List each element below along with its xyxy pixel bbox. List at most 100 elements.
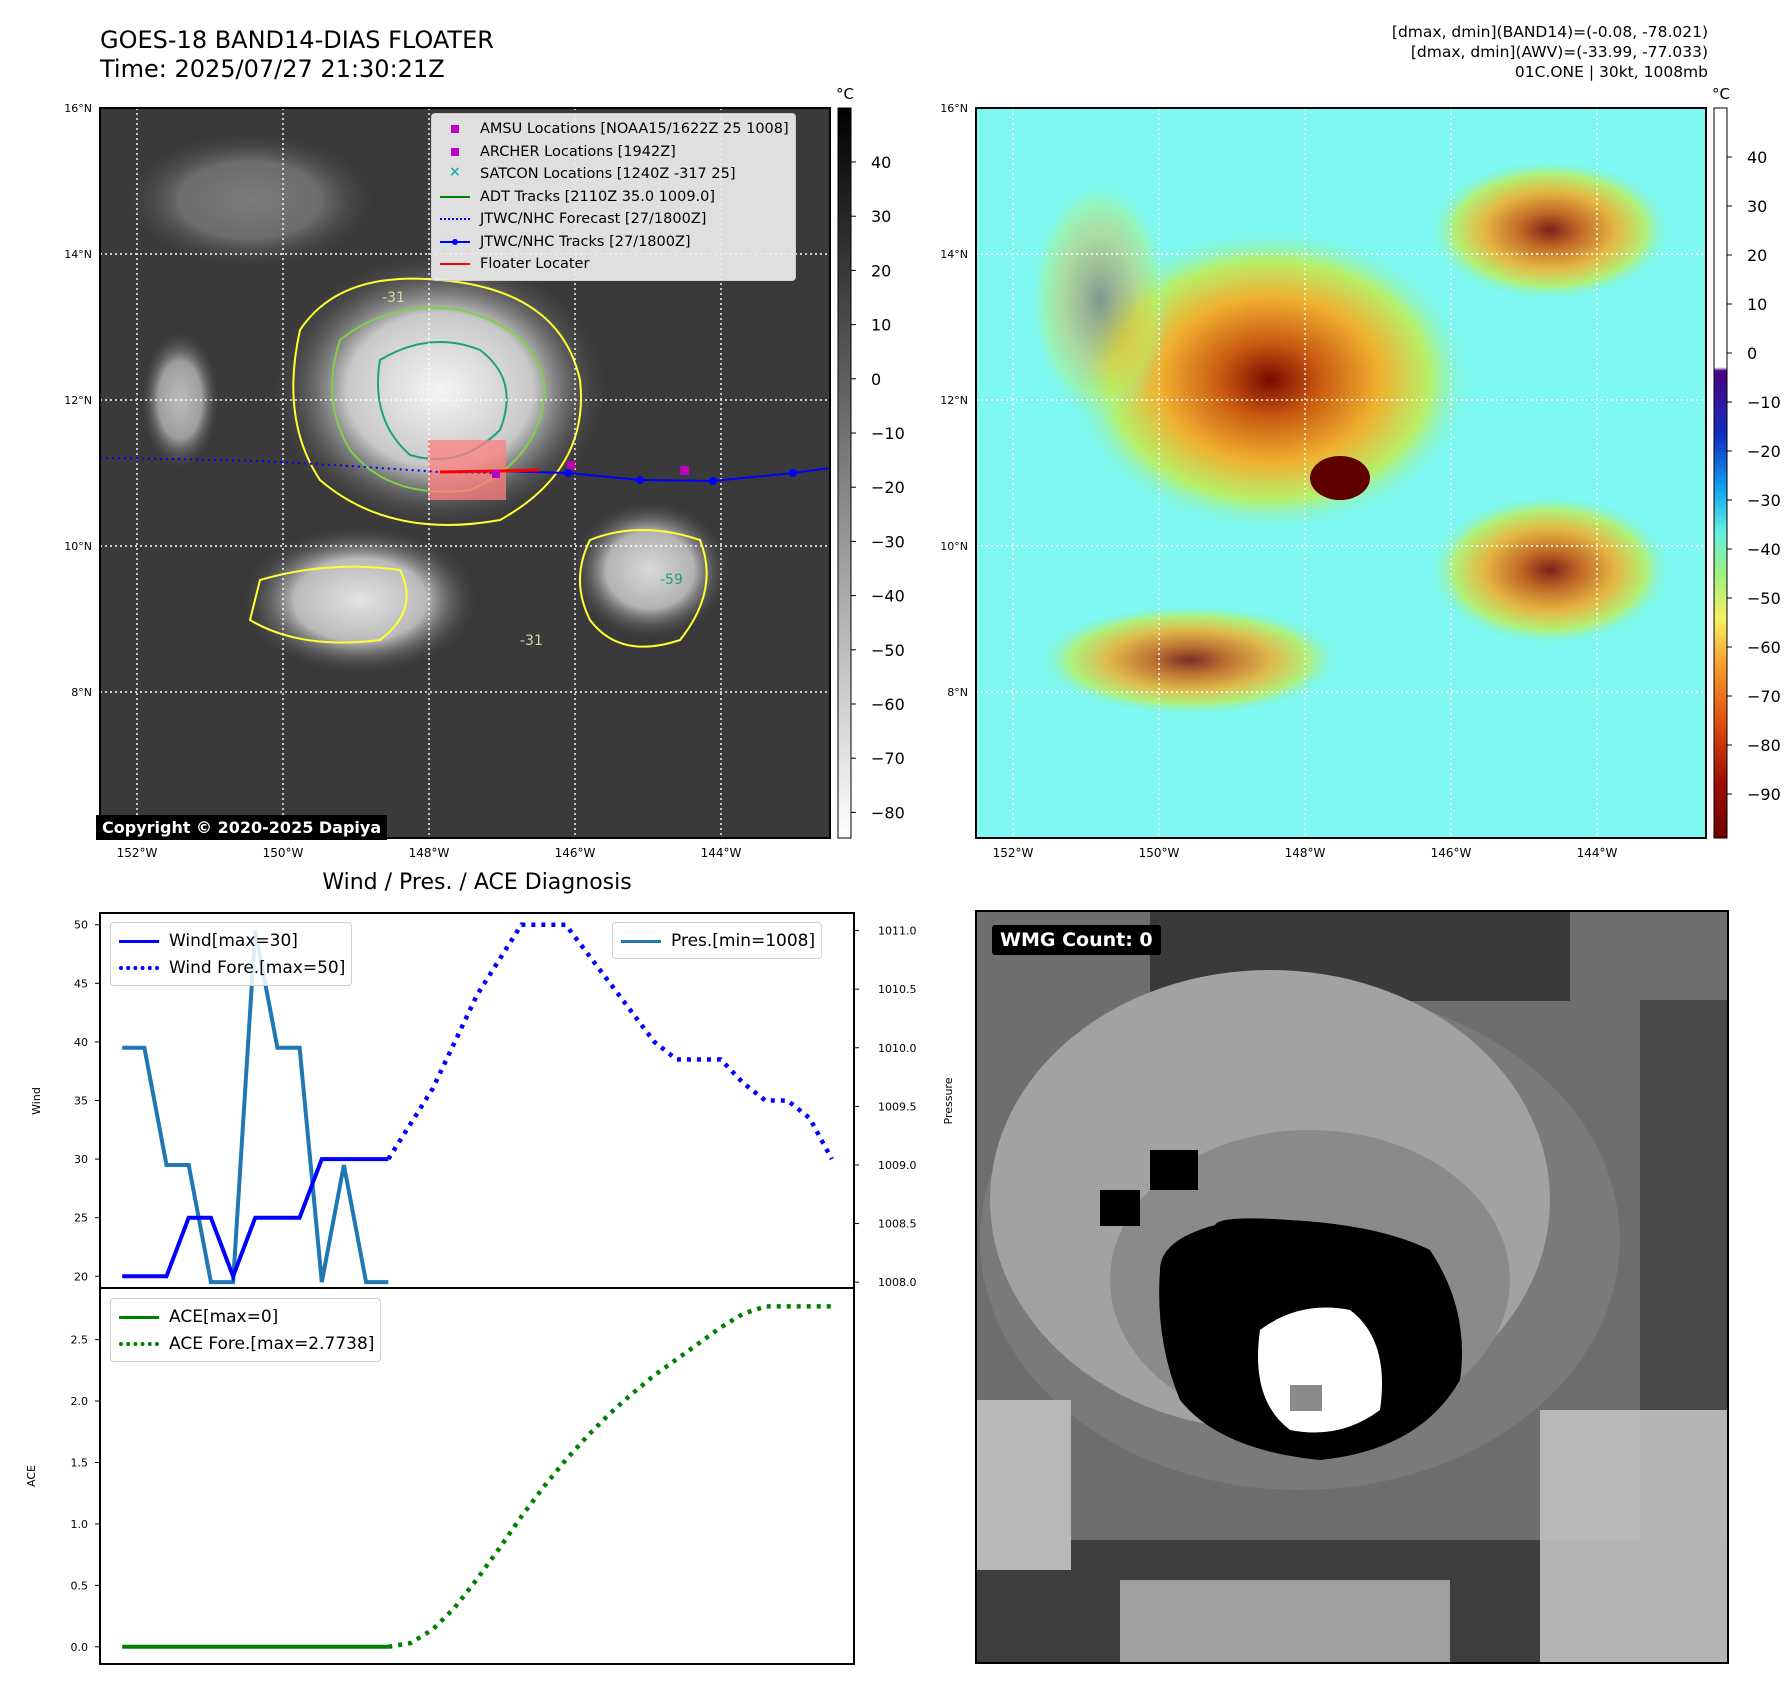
ir-cloud-southeast (570, 500, 730, 640)
colorbar-tick-label: 0 (871, 370, 881, 389)
ir-lat-labels: 16°N 14°N 12°N 10°N 8°N (64, 102, 92, 699)
wmg-light-patch (1120, 1580, 1450, 1663)
legend-label: JTWC/NHC Forecast [27/1800Z] (480, 211, 707, 228)
ir-cloud-south (240, 525, 480, 675)
awv-colorbar-unit: °C (1712, 85, 1730, 103)
lat-tick-label: 16°N (64, 102, 92, 115)
awv-core (1310, 456, 1370, 500)
jtwc-forecast-track (100, 457, 501, 474)
ir-contour-green (331, 307, 547, 493)
contour-label: -31 (520, 633, 543, 649)
lon-tick-label: 150°W (1139, 846, 1180, 860)
lon-tick-label: 146°W (555, 846, 596, 860)
colorbar-tick-label: −20 (1747, 442, 1781, 461)
ytick-label: 1009.0 (878, 1159, 917, 1172)
ytick-label: 40 (74, 1036, 88, 1049)
colorbar-tick-label: −20 (871, 478, 905, 497)
ir-colorbar-unit: °C (836, 85, 854, 103)
colorbar-tick-label: 20 (1747, 246, 1767, 265)
ytick-label: 1.0 (71, 1518, 89, 1531)
lon-tick-label: 148°W (409, 846, 450, 860)
wind-yticks: 50 45 40 35 30 25 20 (74, 919, 100, 1283)
lat-tick-label: 10°N (64, 540, 92, 553)
awv-imagery (976, 108, 1706, 838)
ace-yticks: 2.5 2.0 1.5 1.0 0.5 0.0 (71, 1334, 100, 1654)
legend-item-tracks: JTWC/NHC Tracks [27/1800Z] (438, 231, 789, 254)
ytick-label: 20 (74, 1270, 88, 1283)
title-line-2: Time: 2025/07/27 21:30:21Z (100, 55, 445, 83)
ytick-label: 45 (74, 977, 88, 990)
ytick-label: 50 (74, 919, 88, 932)
ytick-label: 30 (74, 1153, 88, 1166)
colorbar-tick-label: −50 (871, 641, 905, 660)
awv-lon-labels: 152°W 150°W 148°W 146°W 144°W (993, 846, 1618, 860)
wind-forecast-line (386, 922, 834, 1161)
jtwc-best-track (499, 467, 830, 483)
ir-frame (99, 107, 831, 839)
copyright-badge: Copyright © 2020-2025 Dapiya (96, 815, 388, 840)
ytick-label: 1010.5 (878, 983, 917, 996)
ace-ylabel: ACE (25, 1465, 38, 1487)
wind-line (122, 1157, 389, 1282)
legend-item-forecast: JTWC/NHC Forecast [27/1800Z] (438, 208, 789, 231)
ytick-label: 0.0 (71, 1641, 89, 1654)
chart-title: Wind / Pres. / ACE Diagnosis (322, 870, 632, 895)
floater-locater-line (439, 468, 541, 474)
colorbar-tick-label: −40 (1747, 540, 1781, 559)
line-swatch-icon (438, 191, 472, 203)
stats-line-1: [dmax, dmin](BAND14)=(-0.08, -78.021) (1391, 23, 1708, 41)
ir-storm-cloud (270, 250, 610, 530)
ir-contour-teal (377, 341, 508, 461)
ytick-label: 35 (74, 1095, 88, 1108)
colorbar-tick-label: 0 (1747, 344, 1757, 363)
colorbar-tick-label: −70 (1747, 687, 1781, 706)
colorbar-tick-label: 10 (871, 316, 891, 335)
colorbar-tick-label: 40 (1747, 148, 1767, 167)
wmg-black-patch (1150, 1150, 1198, 1190)
x-marker-icon: × (449, 164, 461, 181)
wmg-white-core (1258, 1307, 1382, 1433)
ir-colorbar: °C 40 30 20 10 0 −10 −20 −30 −40 −50 −60 −70 −80 (836, 85, 905, 839)
awv-gridlines (976, 108, 1706, 838)
legend-item-ace: ACE[max=0] (117, 1303, 374, 1330)
ir-colorbar-ticks: 40 30 20 10 0 −10 −20 −30 −40 −50 −60 −70 −80 (851, 153, 905, 822)
colorbar-tick-label: −80 (871, 803, 905, 822)
colorbar-tick-label: 30 (1747, 197, 1767, 216)
legend-label: Wind Fore.[max=50] (169, 957, 346, 978)
lat-tick-label: 10°N (940, 540, 968, 553)
awv-colorbar-ticks: 40 30 20 10 0 −10 −20 −30 −40 −50 −60 −70 −80 −90 (1727, 148, 1781, 804)
ytick-label: 1011.0 (878, 925, 917, 938)
stats-line-2: [dmax, dmin](AWV)=(-33.99, -77.033) (1410, 43, 1708, 61)
wmg-light-patch (1540, 1410, 1728, 1663)
line-swatch-icon (438, 258, 472, 270)
colorbar-tick-label: −60 (871, 695, 905, 714)
wmg-panel (975, 910, 1729, 1664)
square-marker-icon (438, 146, 472, 158)
colorbar-tick-label: 40 (871, 153, 891, 172)
line-swatch-icon (117, 1311, 161, 1323)
ytick-label: 1008.5 (878, 1218, 917, 1231)
awv-lat-labels: 16°N 14°N 12°N 10°N 8°N (940, 102, 968, 699)
legend-item-archer: ARCHER Locations [1942Z] (438, 141, 789, 164)
ytick-label: 2.0 (71, 1395, 89, 1408)
wmg-frame (975, 910, 1729, 1664)
dotted-line-swatch-icon (117, 962, 161, 974)
colorbar-tick-label: −10 (1747, 393, 1781, 412)
legend-label: ACE Fore.[max=2.7738] (169, 1333, 375, 1354)
wmg-center-pixel (1290, 1385, 1322, 1411)
jtwc-track-markers (564, 469, 797, 485)
colorbar-tick-label: −50 (1747, 589, 1781, 608)
legend-item-adt: ADT Tracks [2110Z 35.0 1009.0] (438, 186, 789, 209)
stats-line-3: 01C.ONE | 30kt, 1008mb (1514, 63, 1708, 81)
ir-contour-s (248, 565, 408, 644)
legend-label: Pres.[min=1008] (671, 930, 816, 951)
awv-storm-cloud (1070, 230, 1470, 530)
square-marker-icon (438, 123, 472, 135)
ace-legend: ACE[max=0] ACE Fore.[max=2.7738] (110, 1298, 382, 1362)
colorbar-tick-label: −10 (871, 424, 905, 443)
wmg-imagery (976, 911, 1728, 1663)
lon-tick-label: 146°W (1431, 846, 1472, 860)
awv-cloud-south (1040, 605, 1340, 715)
awv-frame (975, 107, 1707, 839)
